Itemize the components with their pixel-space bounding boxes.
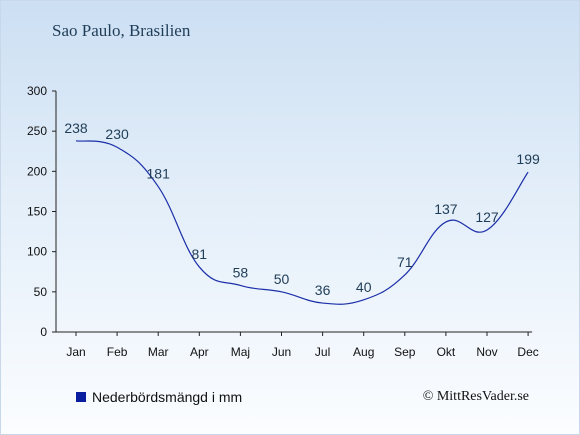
legend-swatch (76, 392, 86, 402)
x-tick-label: Maj (231, 345, 250, 359)
data-label: 127 (475, 209, 499, 225)
y-tick-label: 300 (27, 84, 47, 98)
legend-label: Nederbördsmängd i mm (92, 389, 243, 405)
data-label: 50 (274, 271, 290, 287)
data-label: 137 (434, 201, 458, 217)
y-tick-label: 250 (27, 124, 47, 138)
legend: Nederbördsmängd i mm (76, 389, 242, 405)
y-tick-label: 0 (40, 325, 47, 339)
data-label: 40 (356, 279, 372, 295)
data-label: 58 (233, 264, 249, 280)
x-tick-label: Aug (353, 345, 374, 359)
data-label: 36 (315, 282, 331, 298)
x-tick-label: Feb (107, 345, 128, 359)
y-tick-label: 200 (27, 164, 47, 178)
y-tick-label: 150 (27, 205, 47, 219)
data-label: 238 (64, 120, 88, 136)
y-tick-label: 50 (34, 285, 48, 299)
x-tick-label: Sep (394, 345, 416, 359)
x-tick-label: Jul (315, 345, 330, 359)
chart-title: Sao Paulo, Brasilien (52, 21, 191, 40)
y-tick-label: 100 (27, 245, 47, 259)
x-tick-label: Okt (437, 345, 456, 359)
x-tick-label: Mar (148, 345, 169, 359)
x-tick-label: Jan (66, 345, 85, 359)
copyright-notice: © MittResVader.se (422, 389, 529, 404)
x-tick-label: Nov (476, 345, 497, 359)
data-label: 199 (516, 151, 540, 167)
x-tick-label: Apr (190, 345, 209, 359)
data-label: 81 (192, 246, 208, 262)
x-tick-label: Jun (272, 345, 291, 359)
data-label: 230 (105, 126, 129, 142)
data-label: 181 (147, 166, 171, 182)
data-label: 71 (397, 254, 413, 270)
x-tick-label: Dec (517, 345, 538, 359)
series-line (75, 140, 529, 305)
